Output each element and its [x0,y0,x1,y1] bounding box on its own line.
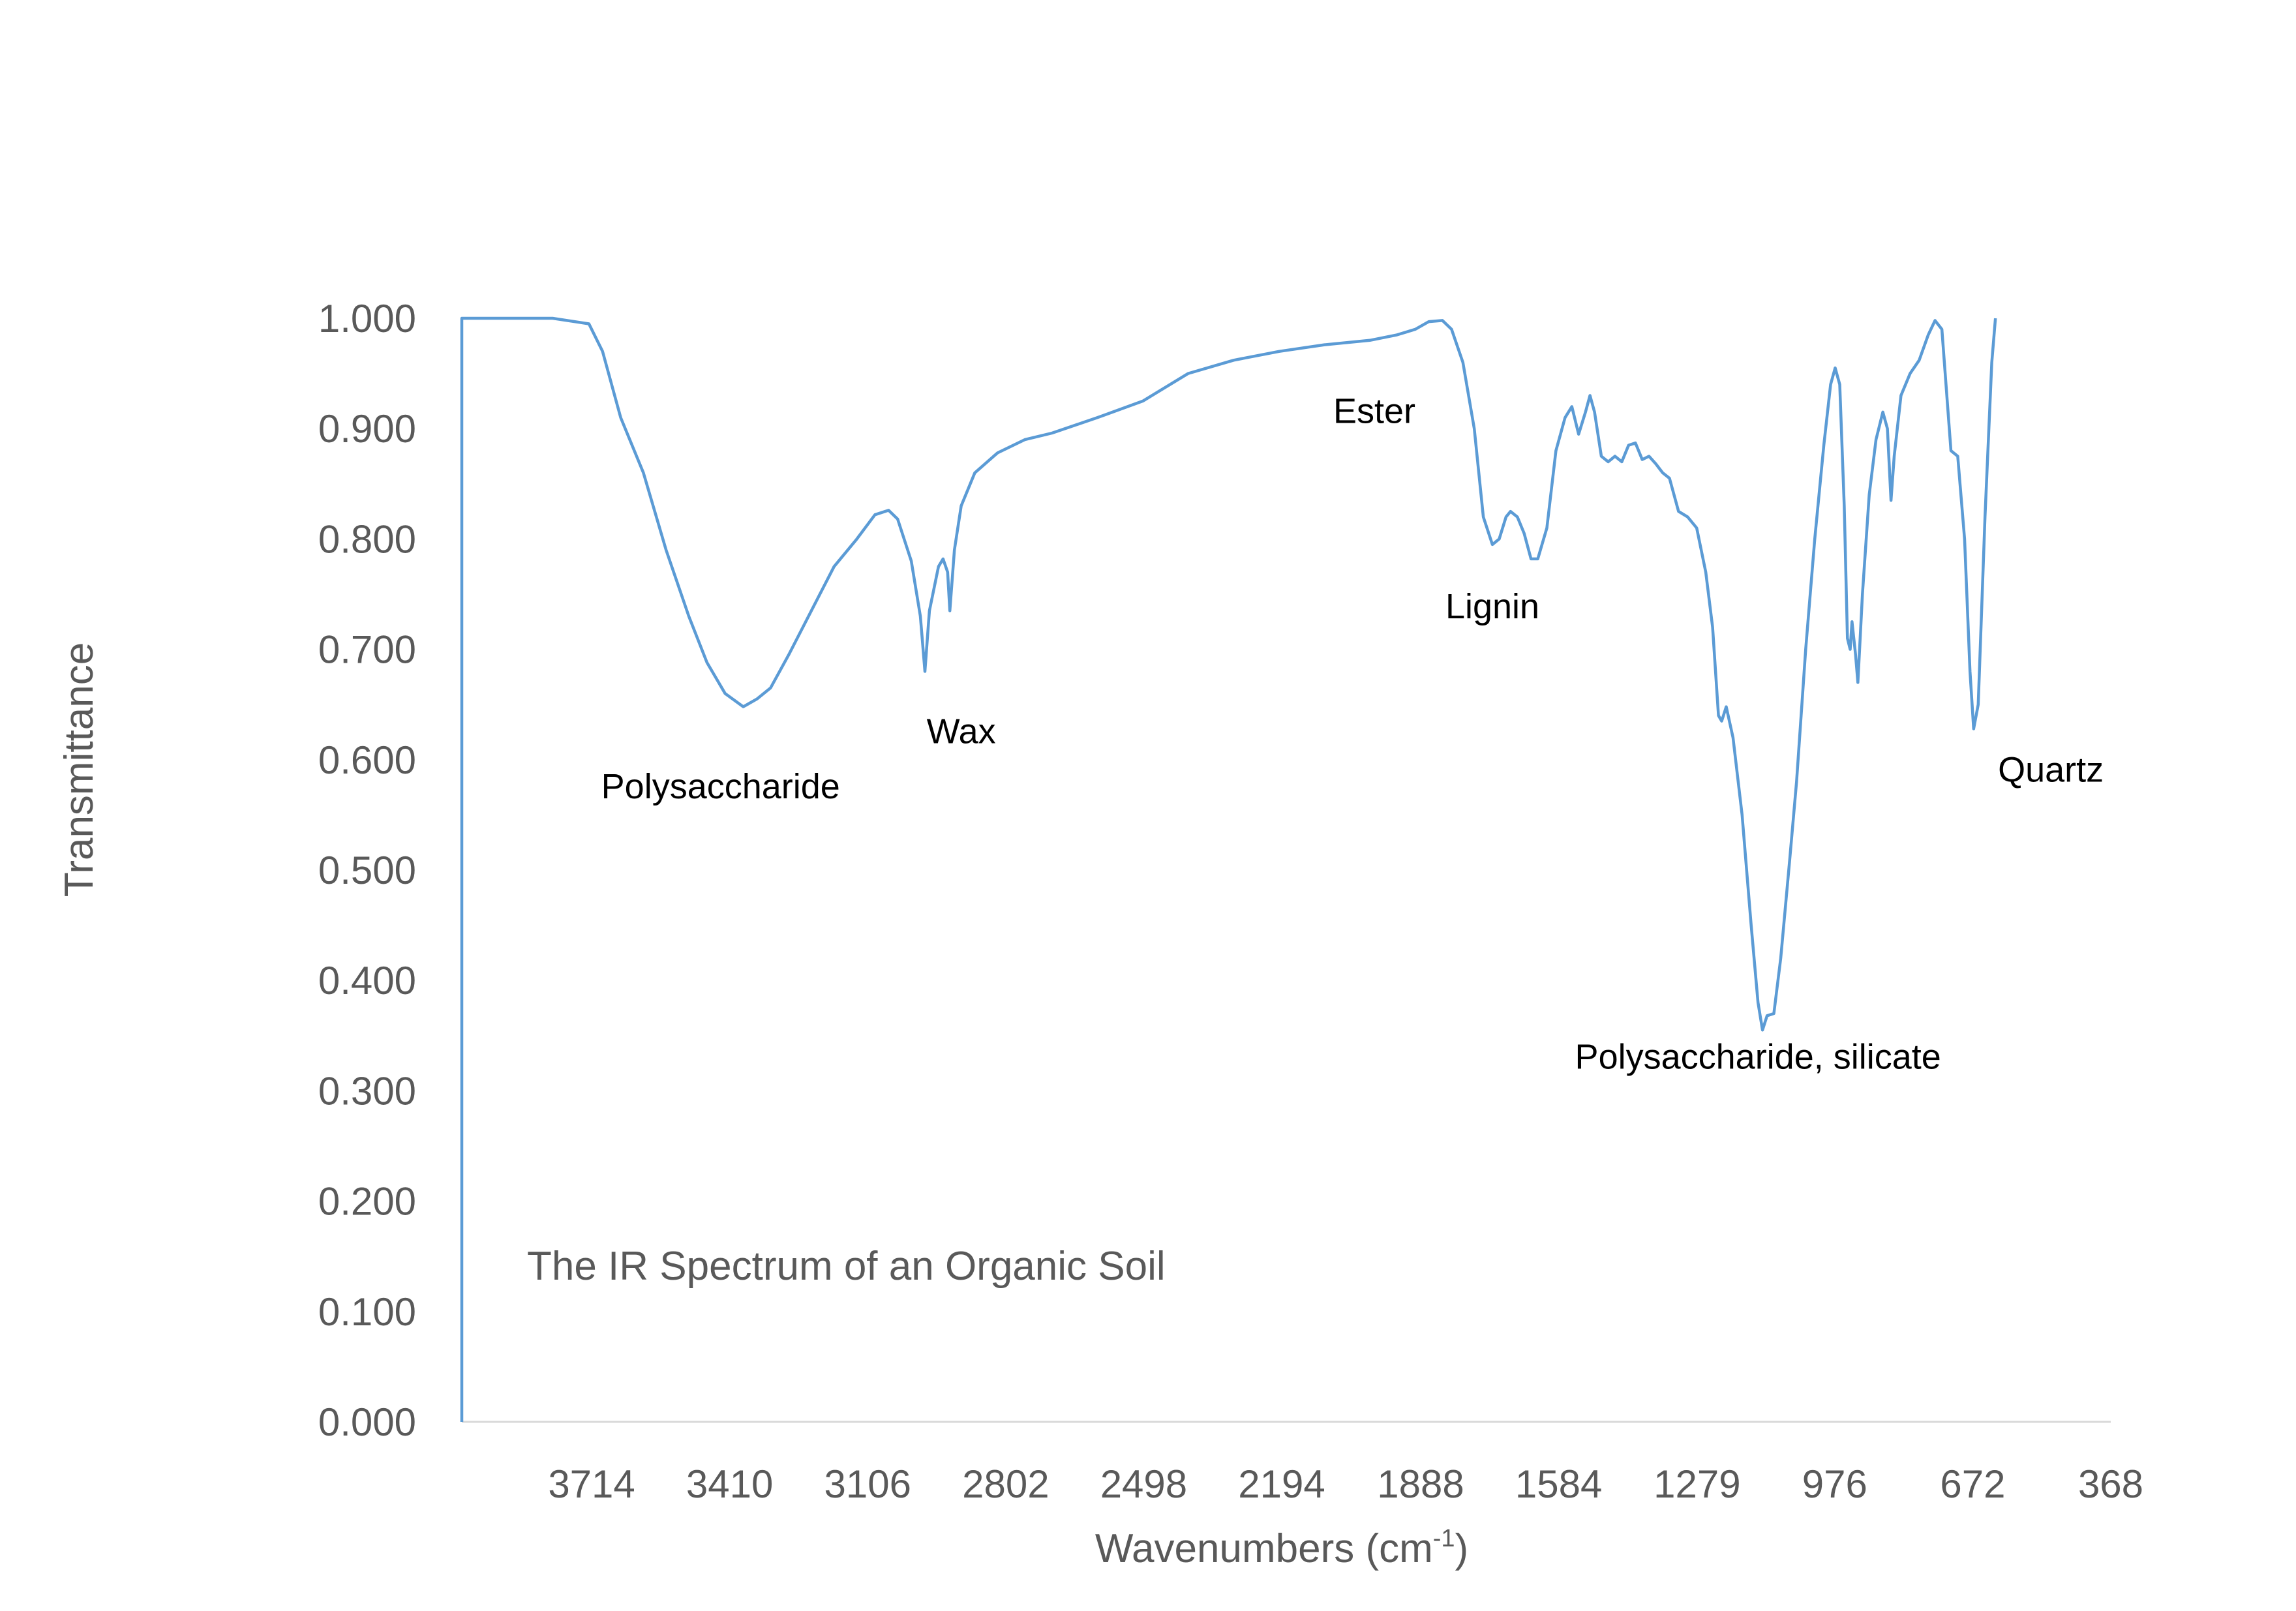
x-axis-title: Wavenumbers (cm-1) [1095,1525,1468,1571]
peak-label: Polysaccharide [601,767,840,806]
x-tick-label: 2194 [1238,1462,1325,1506]
y-tick-label: 0.900 [318,407,416,451]
peak-label: Polysaccharide, silicate [1575,1038,1941,1077]
y-tick-label: 0.800 [318,517,416,561]
y-tick-label: 0.100 [318,1290,416,1334]
x-axis-title-superscript: -1 [1433,1525,1455,1552]
y-axis-ticks: 0.000 0.100 0.200 0.300 0.400 0.500 0.600 0.700… [318,297,416,1444]
x-tick-label: 672 [1940,1462,2005,1506]
x-tick-label: 1279 [1654,1462,1740,1506]
y-tick-label: 0.000 [318,1400,416,1444]
chart-title: The IR Spectrum of an Organic Soil [527,1244,1166,1289]
y-tick-label: 0.200 [318,1180,416,1224]
x-tick-label: 3106 [824,1462,911,1506]
x-axis-title-suffix: ) [1455,1526,1469,1571]
y-tick-label: 0.300 [318,1069,416,1113]
peak-label: Wax [927,712,996,751]
x-axis-ticks: 3714 3410 3106 2802 2498 2194 1888 1584 1279 976 6… [548,1462,2143,1506]
peak-annotations: Polysaccharide Wax Ester Lignin Polysacchari… [601,392,2104,1077]
x-tick-label: 368 [2078,1462,2143,1506]
x-tick-label: 2498 [1100,1462,1187,1506]
y-tick-label: 0.600 [318,738,416,782]
peak-label: Lignin [1445,587,1539,626]
x-tick-label: 1584 [1515,1462,1602,1506]
y-tick-label: 0.700 [318,628,416,672]
spectrum-line [460,316,1997,1422]
y-axis-title: Transmittance [57,642,102,897]
x-tick-label: 3714 [548,1462,635,1506]
x-axis-title-main: Wavenumbers (cm [1095,1526,1433,1571]
x-tick-label: 2802 [962,1462,1049,1506]
x-tick-label: 1888 [1377,1462,1464,1506]
y-tick-label: 0.500 [318,849,416,892]
x-tick-label: 3410 [686,1462,773,1506]
y-tick-label: 0.400 [318,959,416,1002]
peak-label: Ester [1333,392,1415,431]
y-tick-label: 1.000 [318,297,416,340]
peak-label: Quartz [1998,751,2104,790]
x-tick-label: 976 [1802,1462,1867,1506]
